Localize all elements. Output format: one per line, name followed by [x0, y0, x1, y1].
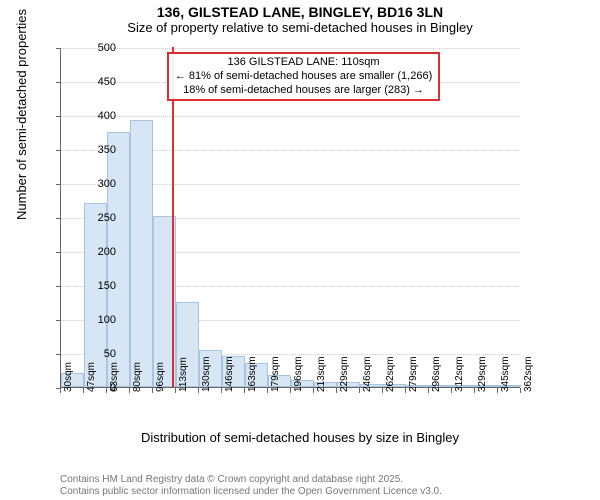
ytick-label: 250 — [98, 212, 116, 224]
xtick-mark — [497, 388, 498, 393]
xtick-label: 47sqm — [86, 362, 97, 392]
annotation-line3: 18% of semi-detached houses are larger (… — [175, 84, 432, 98]
gridline-h — [61, 48, 520, 49]
ytick-mark — [56, 116, 61, 117]
ytick-mark — [56, 286, 61, 287]
xtick-label: 179sqm — [270, 356, 281, 392]
ytick-label: 150 — [98, 280, 116, 292]
xtick-label: 296sqm — [431, 356, 442, 392]
xtick-label: 345sqm — [500, 356, 511, 392]
ytick-label: 500 — [98, 42, 116, 54]
ytick-mark — [56, 354, 61, 355]
xtick-label: 130sqm — [201, 356, 212, 392]
xtick-label: 329sqm — [477, 356, 488, 392]
x-axis-label: Distribution of semi-detached houses by … — [0, 430, 600, 445]
xtick-mark — [405, 388, 406, 393]
ytick-label: 450 — [98, 76, 116, 88]
xtick-label: 279sqm — [408, 356, 419, 392]
xtick-mark — [474, 388, 475, 393]
xtick-mark — [313, 388, 314, 393]
annotation-line2: ← 81% of semi-detached houses are smalle… — [175, 70, 432, 84]
xtick-label: 63sqm — [109, 362, 120, 392]
xtick-mark — [152, 388, 153, 393]
xtick-mark — [60, 388, 61, 393]
xtick-label: 96sqm — [155, 362, 166, 392]
ytick-label: 200 — [98, 246, 116, 258]
ytick-label: 350 — [98, 144, 116, 156]
xtick-label: 213sqm — [316, 356, 327, 392]
xtick-mark — [129, 388, 130, 393]
ytick-mark — [56, 82, 61, 83]
xtick-label: 163sqm — [247, 356, 258, 392]
footer-line2: Contains public sector information licen… — [60, 486, 442, 498]
ytick-label: 300 — [98, 178, 116, 190]
xtick-mark — [175, 388, 176, 393]
ytick-label: 50 — [104, 348, 116, 360]
footer-line1: Contains HM Land Registry data © Crown c… — [60, 474, 442, 486]
chart-area: 136 GILSTEAD LANE: 110sqm← 81% of semi-d… — [60, 48, 580, 418]
ytick-mark — [56, 320, 61, 321]
plot-area: 136 GILSTEAD LANE: 110sqm← 81% of semi-d… — [60, 48, 520, 388]
xtick-label: 229sqm — [339, 356, 350, 392]
xtick-label: 146sqm — [224, 356, 235, 392]
ytick-mark — [56, 184, 61, 185]
xtick-mark — [359, 388, 360, 393]
xtick-mark — [382, 388, 383, 393]
annotation-box: 136 GILSTEAD LANE: 110sqm← 81% of semi-d… — [167, 52, 440, 101]
xtick-mark — [198, 388, 199, 393]
gridline-h — [61, 116, 520, 117]
xtick-mark — [428, 388, 429, 393]
xtick-mark — [520, 388, 521, 393]
xtick-mark — [336, 388, 337, 393]
xtick-label: 30sqm — [63, 362, 74, 392]
annotation-line1: 136 GILSTEAD LANE: 110sqm — [175, 56, 432, 70]
ytick-label: 400 — [98, 110, 116, 122]
xtick-label: 246sqm — [362, 356, 373, 392]
xtick-mark — [267, 388, 268, 393]
xtick-label: 80sqm — [132, 362, 143, 392]
ytick-mark — [56, 252, 61, 253]
xtick-mark — [221, 388, 222, 393]
footer-attribution: Contains HM Land Registry data © Crown c… — [60, 474, 442, 498]
xtick-mark — [106, 388, 107, 393]
ytick-mark — [56, 48, 61, 49]
xtick-mark — [451, 388, 452, 393]
xtick-label: 262sqm — [385, 356, 396, 392]
xtick-mark — [290, 388, 291, 393]
xtick-mark — [244, 388, 245, 393]
ytick-mark — [56, 218, 61, 219]
xtick-label: 312sqm — [454, 356, 465, 392]
xtick-mark — [83, 388, 84, 393]
ytick-mark — [56, 150, 61, 151]
chart-title-line1: 136, GILSTEAD LANE, BINGLEY, BD16 3LN — [0, 4, 600, 20]
ytick-label: 100 — [98, 314, 116, 326]
xtick-label: 196sqm — [293, 356, 304, 392]
xtick-label: 113sqm — [178, 357, 189, 392]
chart-title-line2: Size of property relative to semi-detach… — [0, 20, 600, 35]
xtick-label: 362sqm — [523, 356, 534, 392]
histogram-bar — [130, 120, 153, 387]
y-axis-label: Number of semi-detached properties — [14, 9, 29, 220]
